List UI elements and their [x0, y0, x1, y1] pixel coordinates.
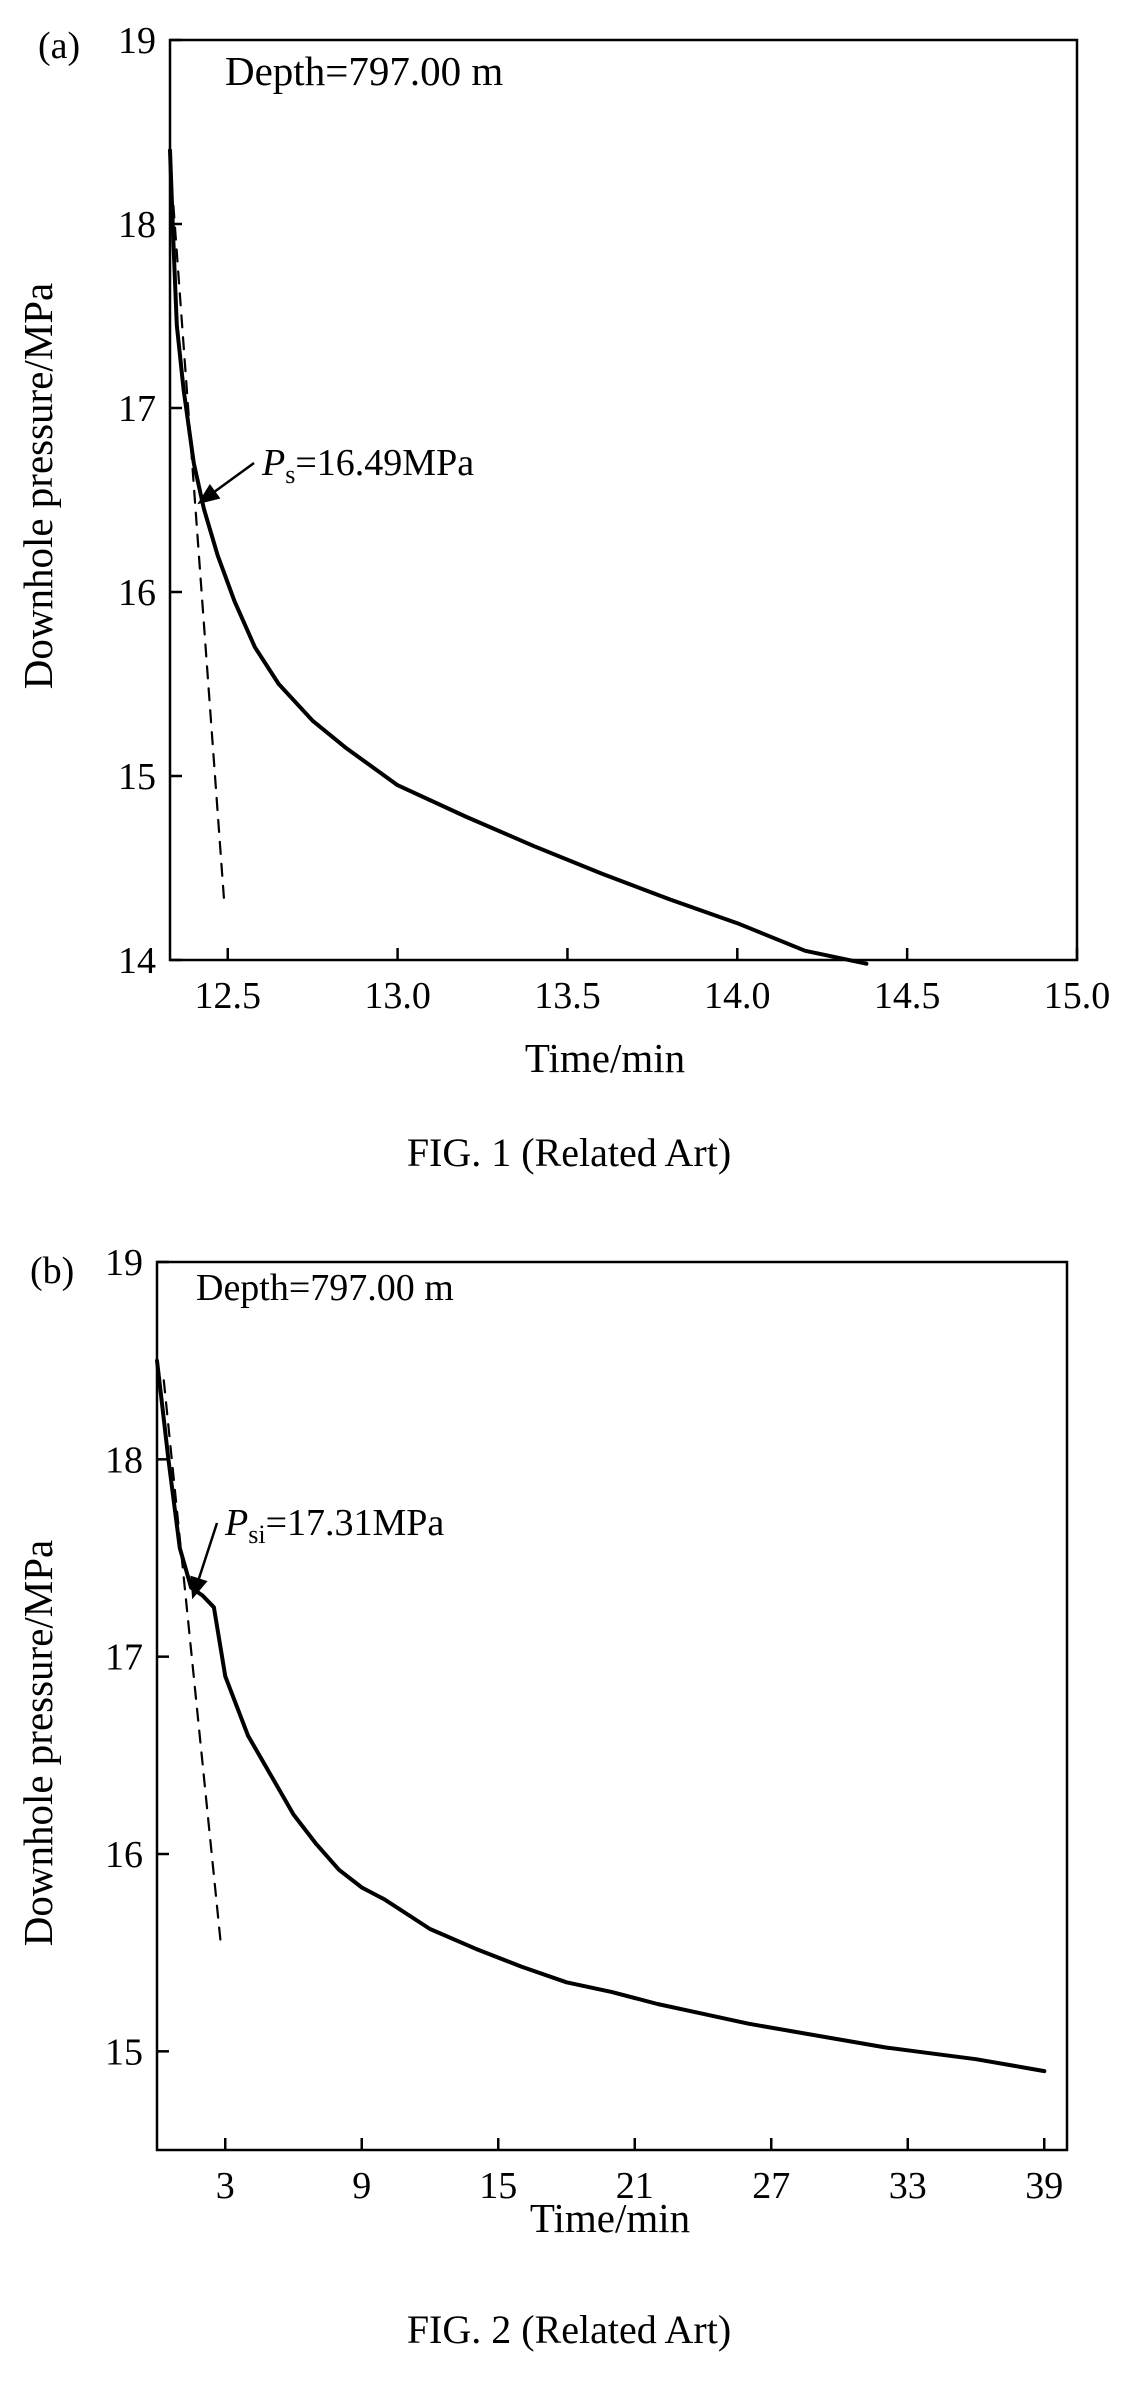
- x-tick-label: 13.5: [534, 975, 601, 1017]
- panel-label-b: (b): [30, 1250, 74, 1292]
- x-axis-label-a: Time/min: [525, 1035, 685, 1081]
- tangent-line-dashed: [172, 204, 226, 906]
- depth-annotation-b: Depth=797.00 m: [196, 1267, 454, 1309]
- x-tick-label: 27: [752, 2165, 790, 2207]
- y-tick-label: 15: [118, 756, 156, 798]
- figure-caption-2: FIG. 2 (Related Art): [407, 2307, 731, 2352]
- x-tick-label: 3: [216, 2165, 235, 2207]
- y-tick-label: 16: [105, 1834, 143, 1876]
- x-tick-label: 13.0: [364, 975, 431, 1017]
- x-tick-label: 39: [1025, 2165, 1063, 2207]
- plot-frame-a: [168, 38, 1079, 962]
- figure-caption-1: FIG. 1 (Related Art): [407, 1130, 731, 1175]
- annotation-arrow-b: [195, 1522, 219, 1587]
- point-annotation-a: Ps=16.49MPa: [197, 442, 474, 505]
- pressure-symbol-b: P: [224, 1502, 248, 1544]
- pressure-value-a: =16.49MPa: [295, 442, 474, 484]
- depth-annotation-a: Depth=797.00 m: [225, 48, 503, 94]
- pressure-value-b: =17.31MPa: [266, 1502, 445, 1544]
- annotation-arrow-a: [207, 461, 255, 497]
- x-tick-label: 21: [616, 2165, 654, 2207]
- arrowhead-b: [190, 1575, 208, 1600]
- pressure-curve: [168, 148, 869, 966]
- y-tick-label: 17: [118, 388, 156, 430]
- x-tick-label: 14.5: [874, 975, 941, 1017]
- y-tick-label: 19: [105, 1242, 143, 1284]
- pressure-subscript-a: s: [285, 460, 295, 489]
- pressure-subscript-b: si: [248, 1520, 265, 1549]
- y-tick-label: 18: [118, 204, 156, 246]
- y-axis-ticks-a: 14 15 16 17 18 19: [118, 20, 182, 982]
- y-axis-label-b: Downhole pressure/MPa: [15, 1540, 61, 1947]
- x-axis-ticks-a: 12.5 13.0 13.5 14.0 14.5 15.0: [194, 948, 1110, 1017]
- y-axis-label-a: Downhole pressure/MPa: [15, 283, 61, 690]
- plot-frame-b: [155, 1260, 1069, 2152]
- x-tick-label: 9: [352, 2165, 371, 2207]
- y-tick-label: 19: [118, 20, 156, 62]
- y-tick-label: 18: [105, 1439, 143, 1481]
- point-annotation-b: Psi=17.31MPa: [190, 1502, 444, 1600]
- series-group-a: [168, 148, 869, 966]
- y-tick-label: 16: [118, 572, 156, 614]
- pressure-symbol-a: P: [261, 442, 285, 484]
- y-tick-label: 17: [105, 1637, 143, 1679]
- chart-panel-a: (a) Depth=797.00 m 14 15 16 17 18 19 12.5 13.0…: [15, 20, 1110, 1175]
- x-axis-ticks-b: 3 9 15 21 27 33 39: [216, 2138, 1063, 2207]
- pressure-label-b: Psi=17.31MPa: [224, 1502, 444, 1549]
- tangent-line-dashed: [162, 1379, 222, 1944]
- x-tick-label: 15: [479, 2165, 517, 2207]
- x-tick-label: 15.0: [1044, 975, 1111, 1017]
- y-tick-label: 14: [118, 940, 156, 982]
- x-tick-label: 12.5: [194, 975, 261, 1017]
- x-axis-label-b: Time/min: [530, 2195, 690, 2241]
- y-axis-ticks-b: 15 16 17 18 19: [105, 1242, 169, 2073]
- y-tick-label: 15: [105, 2031, 143, 2073]
- pressure-curve: [155, 1358, 1047, 2074]
- panel-label-a: (a): [38, 25, 80, 67]
- arrowhead-a: [197, 483, 221, 505]
- x-tick-label: 33: [889, 2165, 927, 2207]
- x-tick-label: 14.0: [704, 975, 771, 1017]
- series-group-b: [155, 1358, 1047, 2074]
- pressure-label-a: Ps=16.49MPa: [261, 442, 474, 489]
